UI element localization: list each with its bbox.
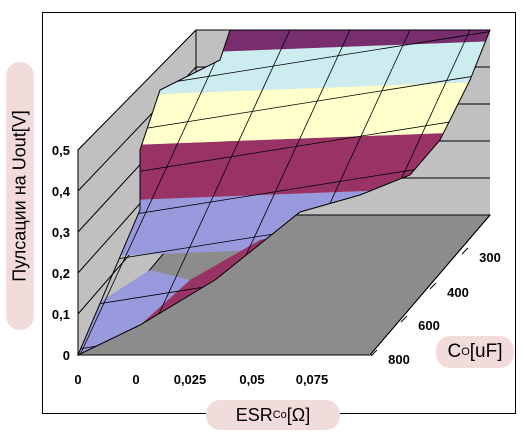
mesh-line	[139, 30, 291, 355]
y-tick-label: 0	[63, 348, 70, 363]
x-tick-label: 0,05	[239, 372, 264, 387]
y-axis-ticks: 0 0,1 0,2 0,3 0,4 0,5	[52, 143, 71, 363]
z-tick-mark	[461, 247, 469, 255]
z-axis-label: C O [uF]	[436, 336, 514, 368]
z-tick-label: 300	[479, 250, 501, 265]
z-tick-mark	[429, 282, 437, 290]
z-tick-label: 400	[447, 285, 469, 300]
x-tick-label: 0	[132, 372, 139, 387]
x-axis-label-main: ESR	[235, 404, 273, 425]
y-tick-label: 0,2	[52, 266, 70, 281]
surface-facet	[78, 270, 190, 355]
z-tick-mark	[370, 349, 378, 357]
y-tick-label: 0,5	[52, 143, 70, 158]
x-tick-label: 0,075	[296, 372, 329, 387]
z-tick-mark	[400, 315, 408, 323]
x-tick-label: 0,025	[174, 372, 207, 387]
y-tick-label: 0,4	[52, 184, 71, 199]
z-axis-line	[369, 214, 491, 356]
z-axis-ticks: 300 400 600 800	[369, 214, 501, 367]
z-axis-label-main: C	[447, 341, 462, 362]
y-axis-label-text: Пулсации на Uout[V]	[9, 110, 30, 282]
y-tick-label: 0,1	[52, 307, 70, 322]
z-tick-label: 600	[418, 318, 440, 333]
surface-outline	[77, 29, 491, 357]
z-axis-label-sub: O	[461, 346, 470, 358]
x-axis-label-sub: Co	[272, 409, 287, 421]
x-axis-label: ESR Co [Ω]	[206, 400, 340, 430]
mesh-line	[79, 30, 231, 355]
y-tick-label: 0,3	[52, 225, 70, 240]
z-axis-label-unit: [uF]	[469, 341, 503, 362]
z-tick-label: 800	[388, 352, 410, 367]
x-tick-label: 0	[74, 372, 81, 387]
y-axis-label: Пулсации на Uout[V]	[6, 62, 34, 330]
x-axis-label-unit: [Ω]	[286, 404, 311, 425]
x-axis-ticks: 0 0 0,025 0,05 0,075	[74, 372, 328, 387]
